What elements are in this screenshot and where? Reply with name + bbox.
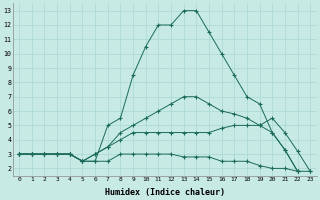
X-axis label: Humidex (Indice chaleur): Humidex (Indice chaleur) — [105, 188, 225, 197]
